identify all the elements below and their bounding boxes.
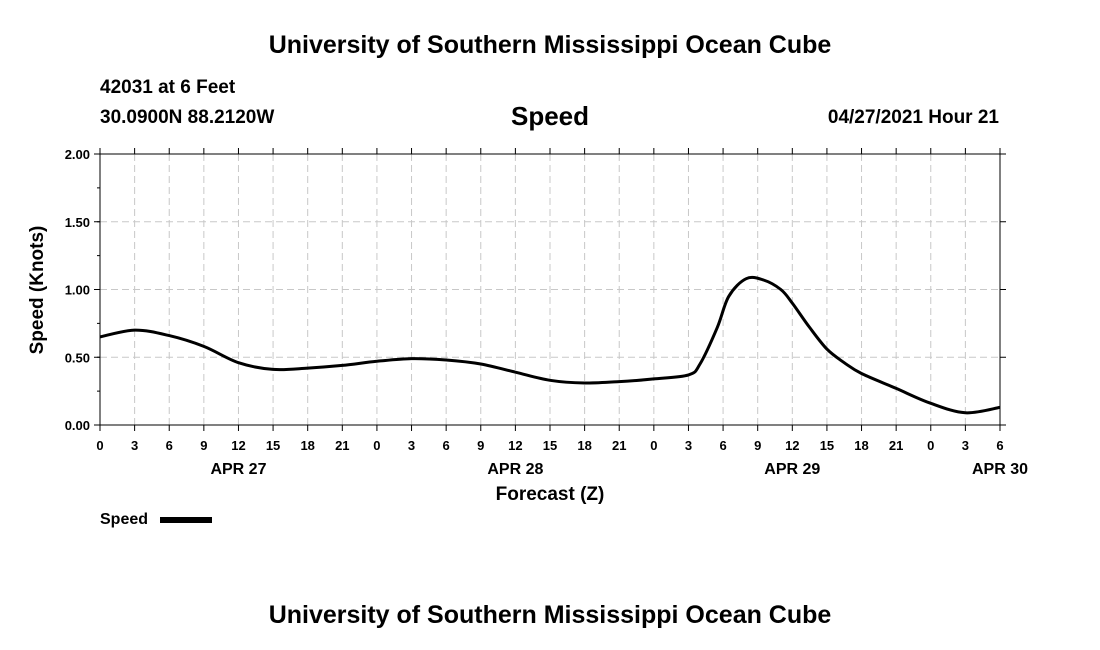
y-axis-label: Speed (Knots) xyxy=(27,226,48,355)
y-tick-label: 0.00 xyxy=(65,418,90,433)
station-label: 42031 at 6 Feet xyxy=(100,77,236,98)
x-tick-label: 6 xyxy=(443,438,450,453)
x-tick-label: 21 xyxy=(612,438,626,453)
page-title: University of Southern Mississippi Ocean… xyxy=(268,31,832,59)
x-tick-label: 0 xyxy=(96,438,103,453)
x-tick-label: 0 xyxy=(650,438,657,453)
x-tick-label: 21 xyxy=(889,438,903,453)
day-label: APR 28 xyxy=(487,461,543,478)
x-tick-label: 9 xyxy=(200,438,207,453)
x-tick-label: 3 xyxy=(408,438,415,453)
x-tick-label: 18 xyxy=(300,438,314,453)
x-tick-label: 18 xyxy=(854,438,868,453)
x-tick-label: 21 xyxy=(335,438,349,453)
y-tick-label: 2.00 xyxy=(65,147,90,162)
x-tick-label: 15 xyxy=(266,438,280,453)
legend-swatch xyxy=(160,517,212,523)
x-tick-label: 12 xyxy=(785,438,799,453)
day-label: APR 27 xyxy=(210,461,266,478)
x-tick-label: 6 xyxy=(166,438,173,453)
x-tick-label: 0 xyxy=(927,438,934,453)
y-tick-label: 1.50 xyxy=(65,215,90,230)
y-tick-label: 1.00 xyxy=(65,283,90,298)
x-tick-label: 3 xyxy=(685,438,692,453)
day-label: APR 29 xyxy=(764,461,820,478)
forecast-datetime: 04/27/2021 Hour 21 xyxy=(827,107,999,128)
day-labels: APR 27 APR 28 APR 29 APR 30 xyxy=(210,461,1028,478)
x-tick-label: 3 xyxy=(962,438,969,453)
x-tick-label: 9 xyxy=(754,438,761,453)
x-axis-ticks: 0 3 6 9 12 15 18 21 0 3 6 9 12 15 18 21 0 3 6 9 12 15 18 21 0 3 6 xyxy=(96,148,1004,453)
x-tick-label: 6 xyxy=(996,438,1003,453)
y-tick-label: 0.50 xyxy=(65,350,90,365)
x-tick-label: 6 xyxy=(719,438,726,453)
legend-label: Speed xyxy=(100,511,148,528)
footer-title: University of Southern Mississippi Ocean… xyxy=(268,601,832,629)
x-tick-label: 3 xyxy=(131,438,138,453)
x-tick-label: 15 xyxy=(820,438,834,453)
x-tick-label: 9 xyxy=(477,438,484,453)
x-tick-label: 15 xyxy=(543,438,557,453)
x-axis-label: Forecast (Z) xyxy=(496,484,605,505)
y-axis-ticks: 0.00 0.50 1.00 1.50 2.00 xyxy=(65,147,1006,433)
x-tick-label: 18 xyxy=(577,438,591,453)
day-label: APR 30 xyxy=(972,461,1028,478)
speed-series-line xyxy=(99,275,1001,415)
x-tick-label: 12 xyxy=(231,438,245,453)
coordinates-label: 30.0900N 88.2120W xyxy=(100,107,275,128)
chart-title: Speed xyxy=(510,101,590,131)
x-tick-label: 12 xyxy=(508,438,522,453)
grid-lines xyxy=(100,154,1000,425)
x-tick-label: 0 xyxy=(373,438,380,453)
